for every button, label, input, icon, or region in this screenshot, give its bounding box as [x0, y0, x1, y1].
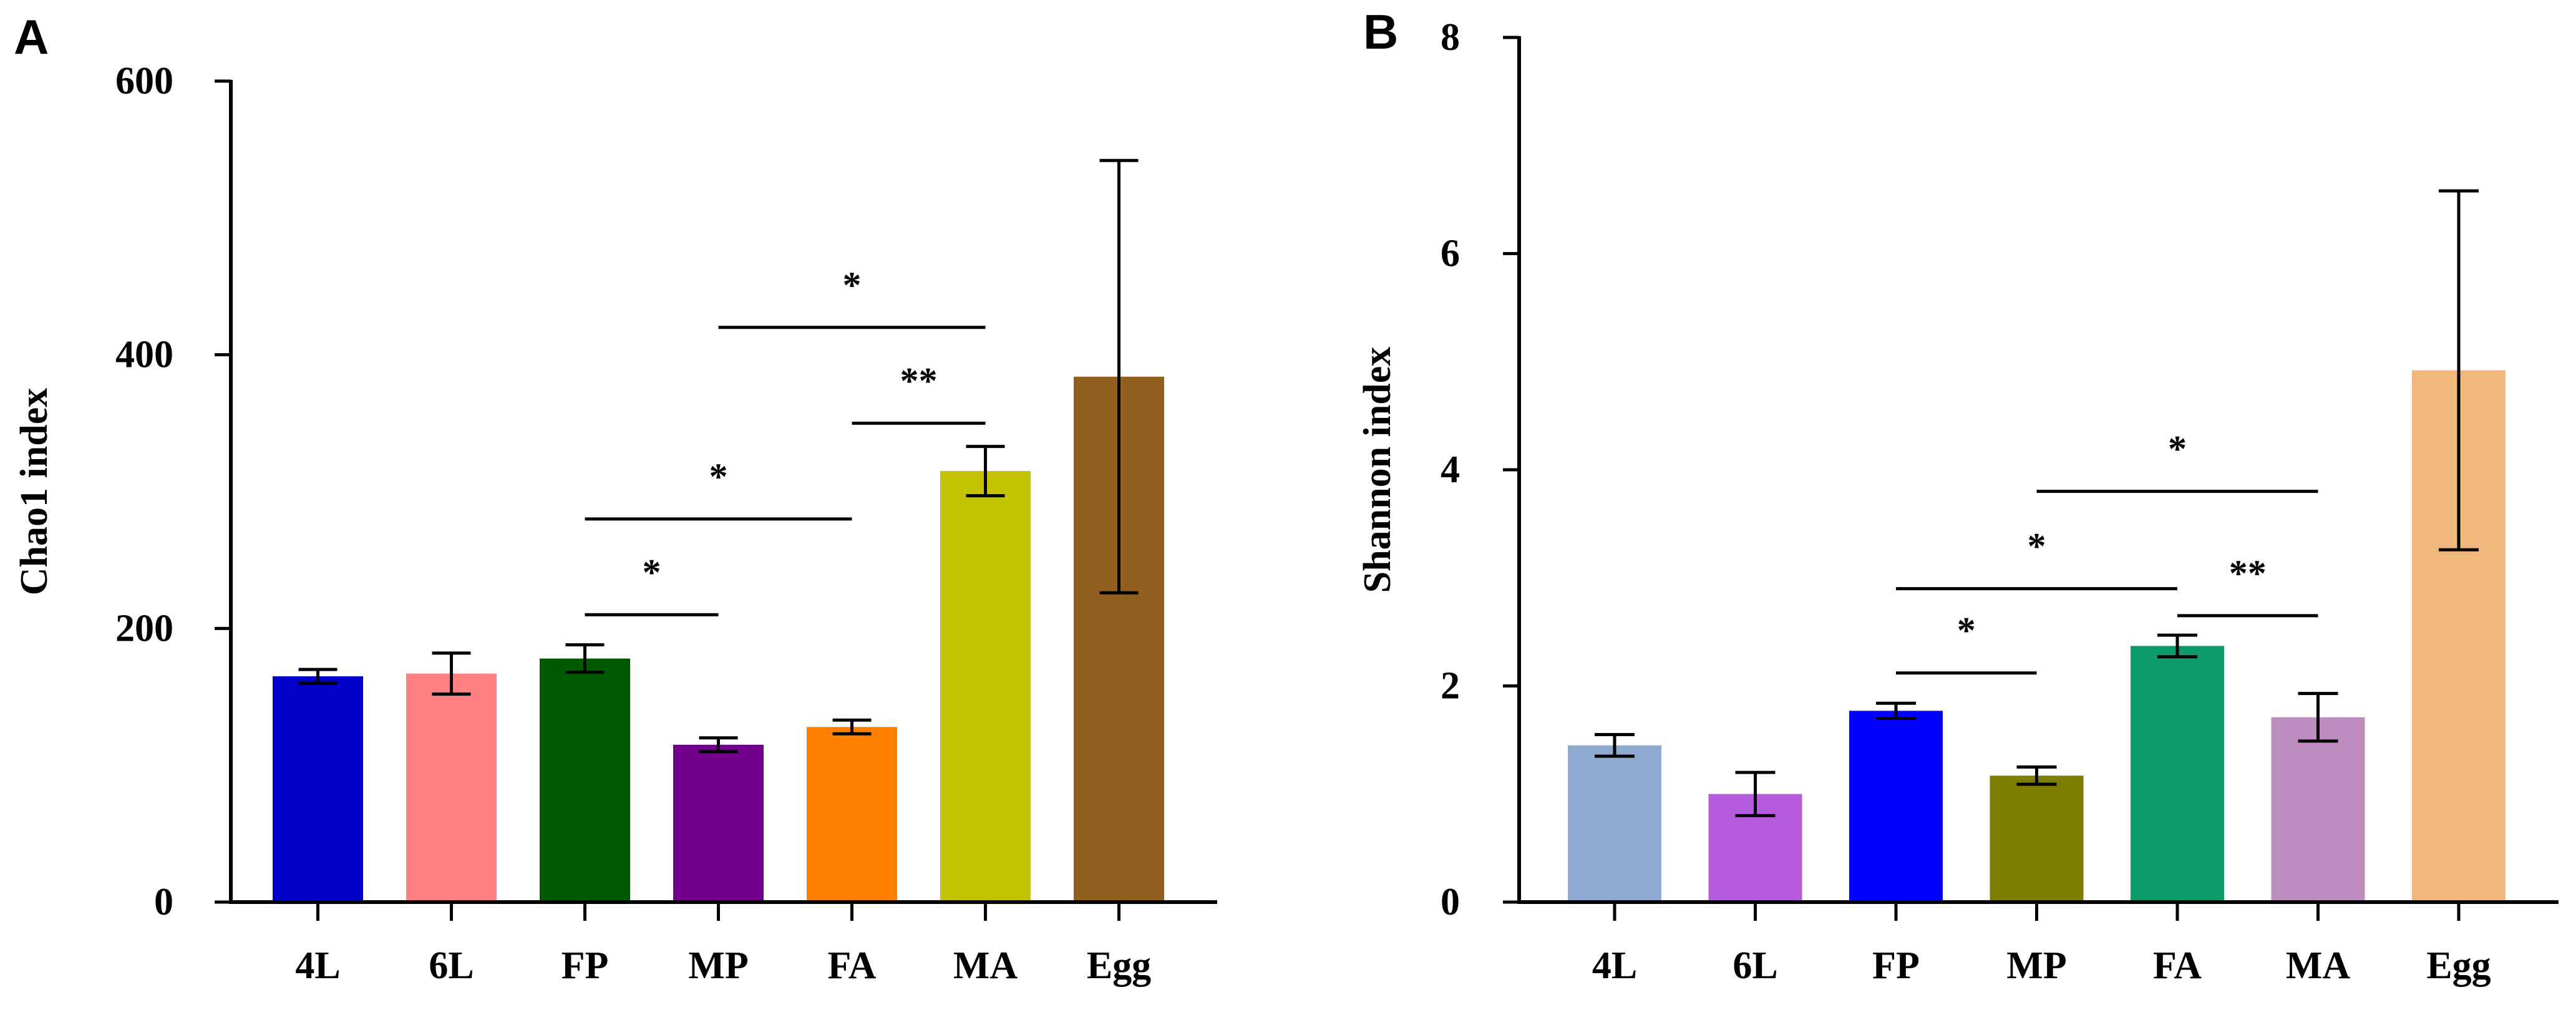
y-tick-label: 2 [1441, 665, 1460, 707]
x-tick-label: 4L [295, 945, 340, 987]
error-bar-mp [699, 736, 738, 754]
x-tick-label: FP [1872, 945, 1920, 987]
x-tick-label: FP [561, 945, 609, 987]
panel-b-letter: B [1363, 4, 1398, 59]
x-tick-label: MA [2286, 945, 2351, 987]
bar-fp [1849, 711, 1943, 902]
error-bar-4l [298, 668, 338, 685]
bar-ma [940, 471, 1031, 902]
significance-label: * [843, 265, 862, 306]
error-bar-ma [966, 445, 1005, 498]
x-tick-label: 4L [1592, 945, 1637, 987]
bar-4l [273, 676, 363, 902]
error-bar-ma [2298, 692, 2338, 743]
bar-mp [673, 744, 764, 902]
y-tick-label: 4 [1441, 449, 1460, 491]
x-tick-label: 6L [429, 945, 474, 987]
bar-fp [540, 658, 630, 902]
significance-label: * [2168, 429, 2187, 470]
error-bar-fp [1876, 701, 1916, 720]
significance-label: * [643, 551, 661, 593]
significance-label: ** [2229, 553, 2267, 594]
x-tick-label: MP [2006, 945, 2066, 987]
x-tick-label: FA [2153, 945, 2202, 987]
y-tick-label: 6 [1441, 233, 1460, 275]
bar-ma [2271, 717, 2365, 902]
x-tick-label: Egg [2426, 945, 2491, 987]
bar-mp [1990, 775, 2084, 902]
significance-label: * [2028, 526, 2046, 567]
error-bar-egg [2439, 189, 2479, 551]
error-bar-6l [1735, 770, 1776, 817]
y-tick-label: 200 [115, 607, 173, 649]
x-tick-label: MA [953, 945, 1018, 987]
x-tick-label: 6L [1733, 945, 1777, 987]
x-tick-label: FA [827, 945, 876, 987]
bar-4l [1568, 745, 1661, 902]
x-tick-label: MP [688, 945, 748, 987]
y-tick-label: 600 [115, 60, 173, 102]
y-axis-title: Chao1 index [13, 388, 56, 595]
significance-label: * [709, 456, 728, 497]
error-bar-fp [565, 643, 605, 674]
error-bar-mp [2016, 765, 2057, 786]
error-bar-6l [432, 651, 471, 696]
y-tick-label: 0 [154, 881, 173, 923]
error-bar-fa [832, 718, 872, 736]
bar-fa [807, 727, 897, 902]
y-tick-label: 0 [1441, 881, 1460, 923]
y-tick-label: 400 [115, 334, 173, 376]
significance-label: ** [900, 360, 938, 401]
panel-a-letter: A [14, 9, 49, 64]
y-axis-title: Shannon index [1356, 347, 1399, 593]
error-bar-egg [1099, 158, 1139, 595]
error-bar-fa [2157, 633, 2197, 659]
significance-label: * [1957, 610, 1976, 651]
y-tick-label: 8 [1441, 16, 1460, 59]
bar-6l [406, 673, 497, 902]
x-tick-label: Egg [1087, 945, 1151, 987]
bar-fa [2131, 646, 2224, 902]
error-bar-4l [1595, 732, 1635, 758]
